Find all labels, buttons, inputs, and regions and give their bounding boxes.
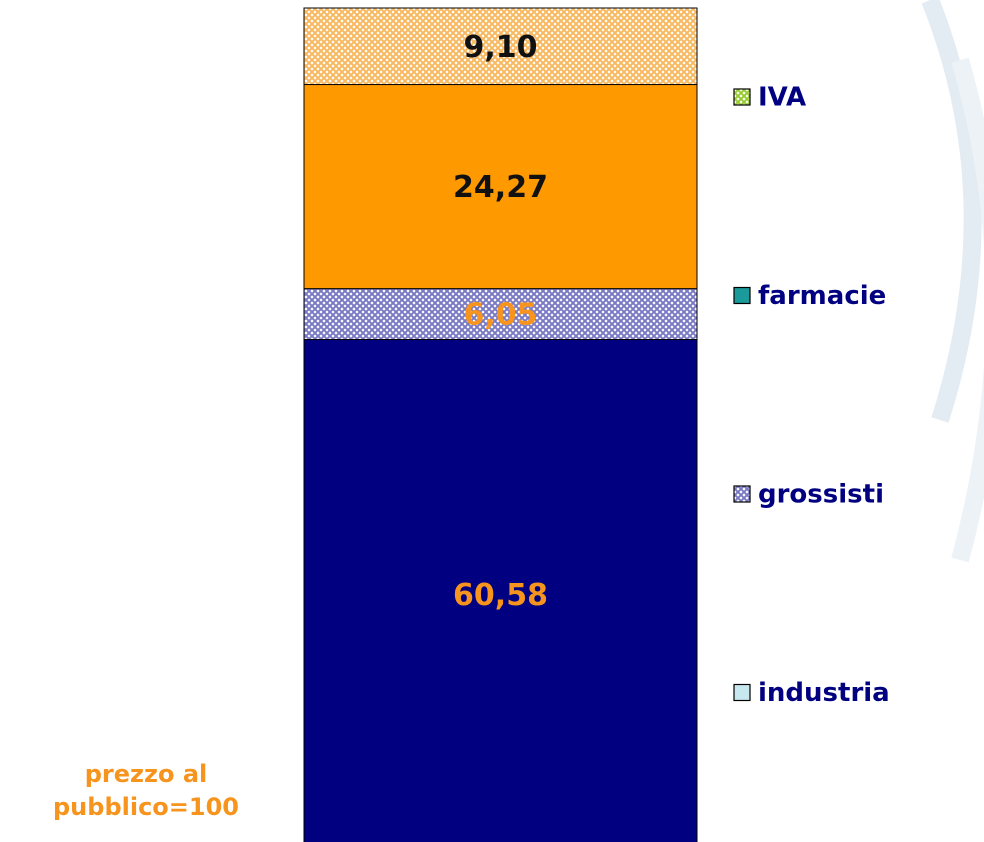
value-label: 60,58 [453, 578, 548, 613]
legend-label: grossisti [758, 480, 884, 510]
annotation: pubblico=100 [53, 793, 239, 821]
bar-segment [303, 288, 698, 341]
legend-label: IVA [758, 83, 806, 113]
value-label: 24,27 [453, 170, 548, 205]
background-decoration [921, 0, 984, 563]
legend-swatch [733, 88, 751, 106]
legend-label: industria [758, 678, 890, 708]
annotation: prezzo al [85, 760, 208, 788]
legend-swatch [733, 286, 751, 305]
legend-label: farmacie [758, 281, 886, 311]
legend-swatch [733, 485, 751, 503]
bar-segment [303, 339, 698, 842]
bar-segment [303, 84, 698, 290]
value-label: 9,10 [463, 30, 537, 65]
value-label: 6,05 [463, 298, 537, 333]
legend-swatch [733, 683, 751, 702]
bar-segment [303, 7, 698, 86]
